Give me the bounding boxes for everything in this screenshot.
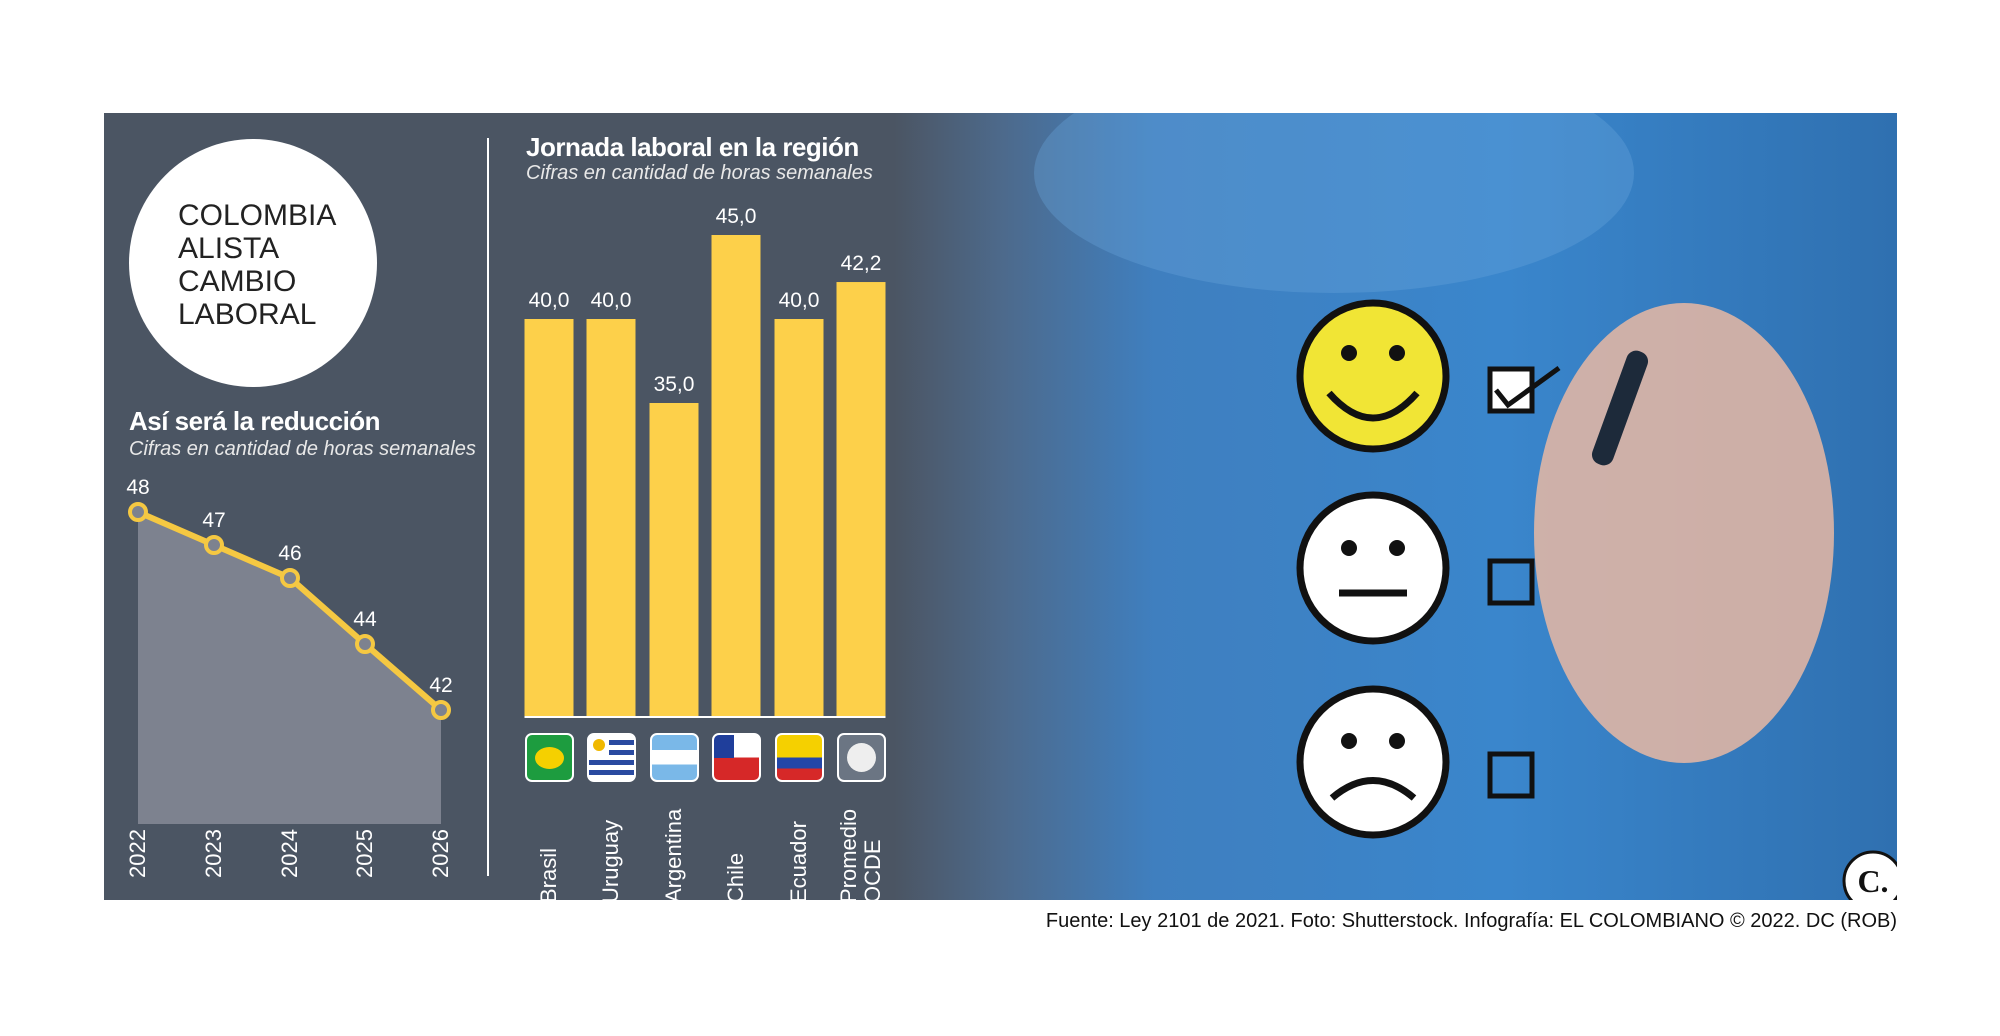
flag-brasil bbox=[525, 733, 574, 782]
x-tick-label: 2023 bbox=[201, 829, 226, 878]
area bbox=[138, 512, 441, 824]
headline: COLOMBIA ALISTA CAMBIO LABORAL bbox=[178, 199, 336, 331]
data-label: 40,0 bbox=[591, 289, 632, 312]
x-tick-label: Ecuador bbox=[786, 821, 811, 900]
headline-circle bbox=[129, 139, 377, 387]
charts: 48 47 46 44 42 40,0 40,0 35,0 45,0 40,0 42,2 bbox=[126, 205, 886, 824]
x-tick-label: Argentina bbox=[661, 808, 686, 900]
line-chart-subtitle: Cifras en cantidad de horas semanales bbox=[129, 438, 476, 460]
flag-argentina bbox=[650, 733, 699, 782]
headline-line: COLOMBIA bbox=[178, 199, 337, 232]
data-label: 42 bbox=[429, 674, 452, 697]
sad-face bbox=[1296, 685, 1450, 839]
point bbox=[204, 535, 224, 555]
data-label: 44 bbox=[353, 608, 377, 631]
headline-line: ALISTA bbox=[178, 232, 280, 265]
flag-ecuador bbox=[775, 733, 824, 782]
bar bbox=[649, 403, 699, 717]
bar-chart-title: Jornada laboral en la región bbox=[526, 132, 859, 162]
checkbox bbox=[1487, 558, 1535, 606]
x-tick-label: 2024 bbox=[277, 829, 302, 878]
checkbox bbox=[1487, 751, 1535, 799]
bar bbox=[586, 319, 636, 717]
photo: C. bbox=[129, 113, 1897, 900]
x-tick-label: Brasil bbox=[536, 847, 561, 900]
data-label: 48 bbox=[126, 476, 149, 499]
x-tick-label: Chile bbox=[723, 852, 748, 900]
x-tick-label: Uruguay bbox=[598, 819, 623, 900]
x-tick-label: 2026 bbox=[428, 829, 453, 878]
data-label: 40,0 bbox=[779, 289, 820, 312]
point bbox=[355, 634, 375, 654]
x-tick-label: 2022 bbox=[125, 829, 150, 878]
flag-uruguay bbox=[587, 733, 636, 782]
collar-glow bbox=[1034, 113, 1634, 293]
flag-chile bbox=[712, 733, 761, 782]
bar bbox=[836, 282, 886, 717]
data-label: 45,0 bbox=[716, 205, 757, 228]
logo bbox=[1842, 850, 1897, 900]
bar bbox=[524, 319, 574, 717]
flag-ocde bbox=[837, 733, 886, 782]
data-label: 46 bbox=[278, 542, 301, 565]
bar-chart-subtitle: Cifras en cantidad de horas semanales bbox=[526, 162, 873, 184]
headline-line: LABORAL bbox=[178, 298, 317, 331]
source: Fuente: Ley 2101 de 2021. Foto: Shutters… bbox=[1045, 910, 1897, 932]
line-chart-title: Así será la reducción bbox=[129, 406, 381, 436]
x-tick-label: Promedio OCDE bbox=[836, 808, 885, 900]
marker bbox=[1591, 350, 1649, 466]
panel: C. 48 47 46 44 42 40,0 40,0 35,0 45,0 40,0 42,2 CO… bbox=[104, 113, 1897, 900]
logo-text: C. bbox=[1857, 863, 1888, 899]
data-label: 47 bbox=[202, 509, 225, 532]
headline-line: CAMBIO bbox=[178, 265, 297, 298]
bar bbox=[711, 235, 761, 717]
point bbox=[431, 700, 451, 720]
neutral-face bbox=[1296, 491, 1450, 645]
point bbox=[280, 568, 300, 588]
x-tick-label: 2025 bbox=[352, 829, 377, 878]
bar bbox=[774, 319, 824, 717]
data-label: 35,0 bbox=[654, 373, 695, 396]
happy-face bbox=[1296, 299, 1450, 453]
data-label: 42,2 bbox=[841, 252, 882, 275]
checkmark bbox=[1494, 365, 1561, 409]
data-label: 40,0 bbox=[529, 289, 570, 312]
point bbox=[128, 502, 148, 522]
